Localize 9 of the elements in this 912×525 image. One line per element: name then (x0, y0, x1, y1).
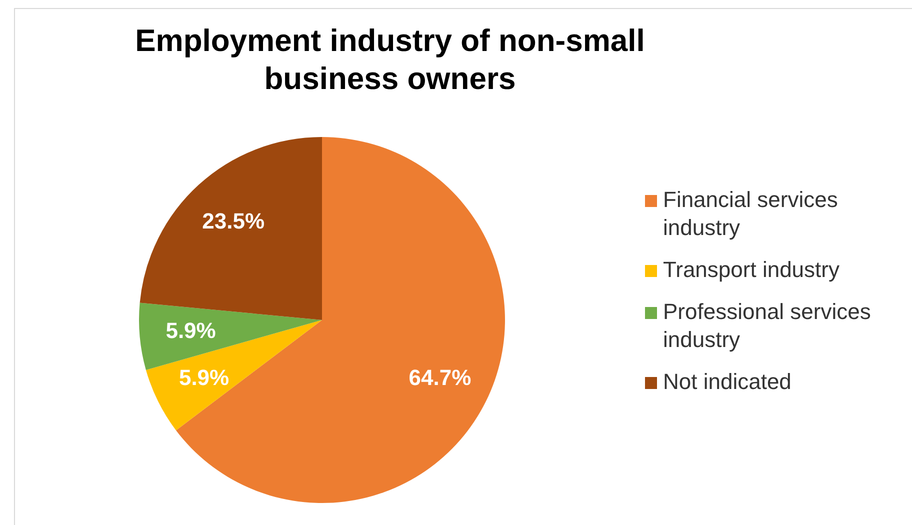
data-label: 5.9% (166, 318, 216, 344)
data-label: 5.9% (178, 364, 230, 390)
legend-label: Not indicated (663, 368, 792, 396)
legend-label: Professional services industry (663, 298, 872, 354)
chart-title: Employment industry of non-small business owners (134, 22, 646, 98)
legend-label: Transport industry (663, 256, 840, 284)
data-label: 64.7% (408, 364, 472, 390)
data-label: 23.5% (202, 208, 265, 234)
legend-label: Financial services industry (663, 186, 839, 242)
